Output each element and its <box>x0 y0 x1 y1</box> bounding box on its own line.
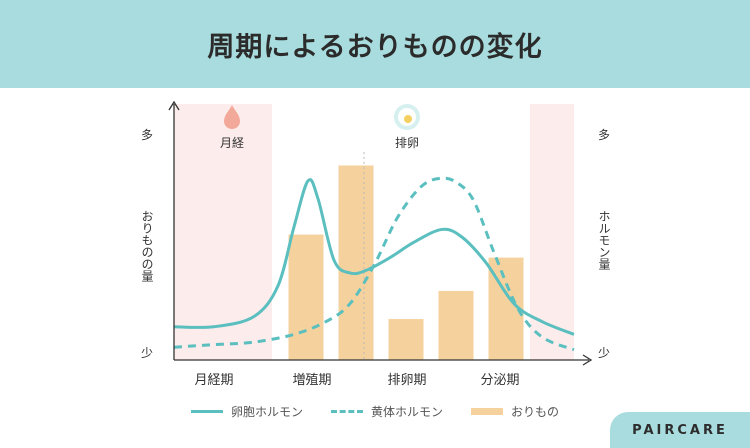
estrogen-line <box>173 178 575 336</box>
phase-label-0: 月経期 <box>194 373 233 388</box>
left-axis-label: おりものの量 <box>140 210 154 282</box>
legend-item-progesterone: 黄体ホルモン <box>330 403 443 420</box>
left-axis-top: 多 <box>141 128 153 142</box>
y-axis-arrow <box>168 100 180 111</box>
legend-swatch-bar <box>471 407 503 415</box>
brand-logo: PAIRCARE <box>610 412 750 448</box>
legend-label-estrogen: 卵胞ホルモン <box>230 404 303 419</box>
x-axis-arrow <box>582 354 593 366</box>
progesterone-line <box>173 176 575 352</box>
menstrual-band-0 <box>174 104 272 360</box>
page-title: 周期によるおりものの変化 <box>207 31 543 63</box>
menstrual-band-1 <box>530 104 574 360</box>
phase-label-1: 増殖期 <box>292 372 331 388</box>
ovulation-label: 排卵 <box>395 136 419 150</box>
discharge-bar-3 <box>438 290 474 360</box>
legend-item-discharge: おりもの <box>471 403 559 420</box>
left-axis-bottom: 少 <box>141 346 153 360</box>
legend-label-discharge: おりもの <box>511 404 560 419</box>
blood-drop-icon <box>224 105 240 129</box>
discharge-bar-1 <box>338 165 374 360</box>
right-axis-top: 多 <box>598 128 610 142</box>
discharge-bar-2 <box>388 319 424 360</box>
discharge-bar-0 <box>288 234 324 360</box>
right-axis-label: ホルモン量 <box>597 210 611 270</box>
phase-label-2: 排卵期 <box>387 373 426 388</box>
legend-swatch-solid <box>190 409 223 413</box>
legend: 卵胞ホルモン 黄体ホルモン おりもの <box>0 400 750 422</box>
legend-label-progesterone: 黄体ホルモン <box>370 404 443 419</box>
menstruation-label: 月経 <box>220 136 244 150</box>
phase-label-3: 分泌期 <box>480 373 519 388</box>
right-axis-bottom: 少 <box>598 346 610 360</box>
egg-icon-yolk <box>404 115 412 123</box>
legend-item-estrogen: 卵胞ホルモン <box>190 403 303 420</box>
chart-card-left <box>0 88 122 448</box>
legend-swatch-dashed <box>330 409 363 413</box>
